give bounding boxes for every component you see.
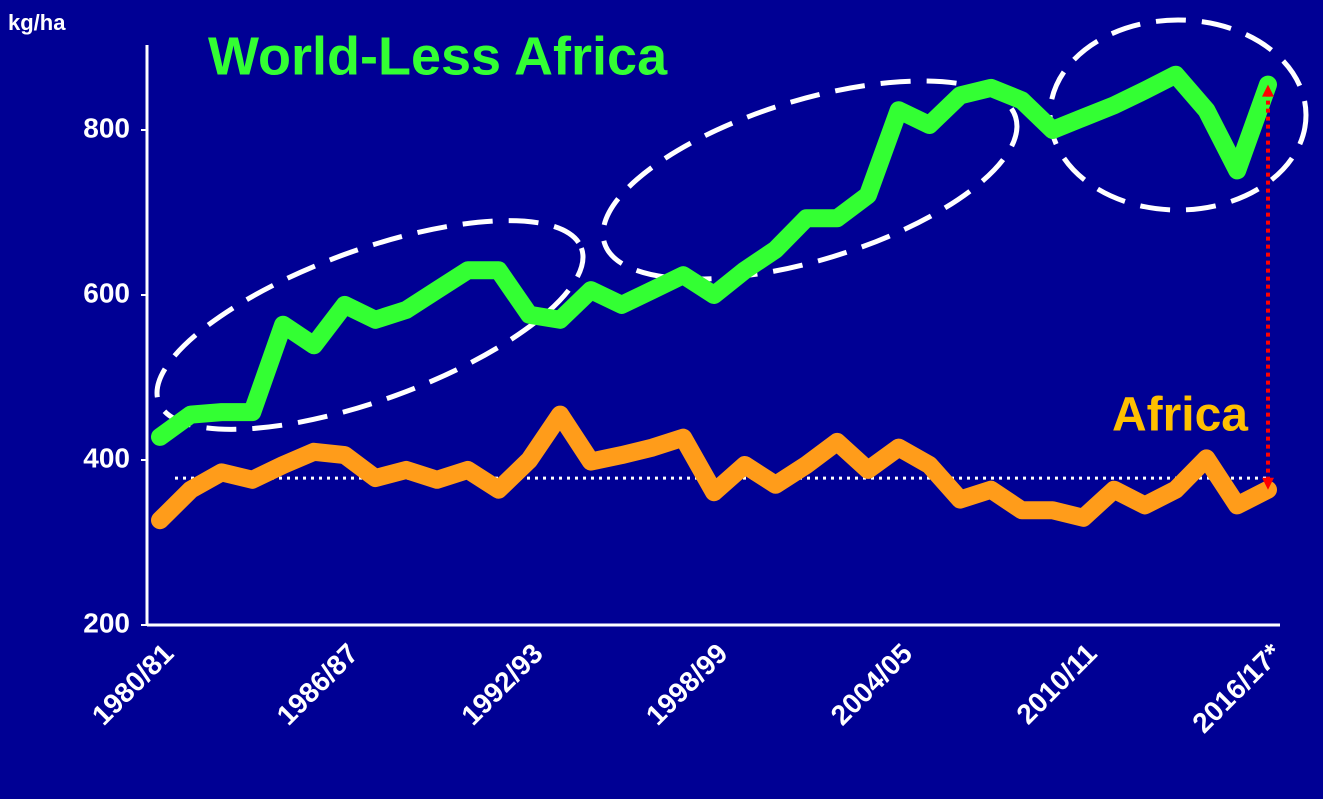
arrow-head xyxy=(1262,84,1274,97)
y-tick-label: 200 xyxy=(83,607,130,638)
y-axis-label: kg/ha xyxy=(8,10,66,35)
ellipse xyxy=(154,218,586,432)
y-tick-label: 600 xyxy=(83,277,130,308)
series-label: Africa xyxy=(1112,389,1248,442)
data-line xyxy=(151,65,1277,446)
series-label: World-Less Africa xyxy=(208,26,668,86)
arrow-head xyxy=(1262,477,1274,490)
data-line xyxy=(151,405,1277,530)
ellipse xyxy=(600,78,1020,282)
y-tick-label: 800 xyxy=(83,112,130,143)
y-tick-label: 400 xyxy=(83,442,130,473)
